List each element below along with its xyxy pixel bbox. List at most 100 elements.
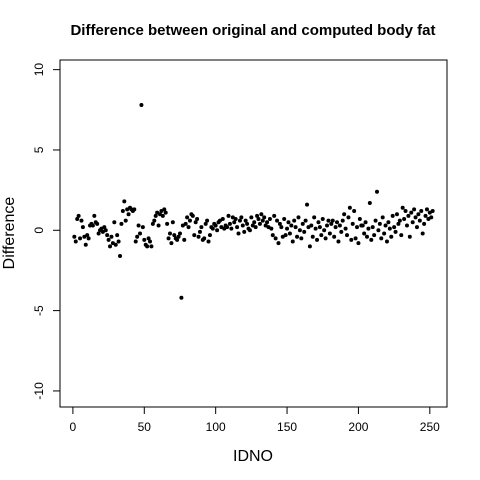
- point: [182, 237, 187, 242]
- point: [382, 231, 387, 236]
- point: [393, 229, 398, 234]
- point: [302, 229, 307, 234]
- point: [313, 226, 318, 231]
- point: [407, 234, 412, 239]
- point: [383, 223, 388, 228]
- point: [249, 215, 254, 220]
- point: [162, 207, 167, 212]
- point: [92, 213, 97, 218]
- point: [233, 217, 238, 222]
- point: [95, 221, 100, 226]
- point: [172, 233, 177, 238]
- point: [297, 228, 302, 233]
- point: [272, 213, 277, 218]
- point: [118, 253, 123, 258]
- point: [397, 218, 402, 223]
- point: [113, 242, 118, 247]
- point: [390, 213, 395, 218]
- point: [269, 226, 274, 231]
- point: [103, 228, 108, 233]
- point: [242, 229, 247, 234]
- point: [120, 209, 125, 214]
- point: [126, 212, 131, 217]
- point: [197, 229, 202, 234]
- point: [384, 239, 389, 244]
- point: [319, 233, 324, 238]
- point: [289, 223, 294, 228]
- point: [136, 223, 141, 228]
- point: [256, 217, 261, 222]
- point: [259, 212, 264, 217]
- point: [277, 221, 282, 226]
- point: [150, 221, 155, 226]
- point: [320, 217, 325, 222]
- point: [225, 225, 230, 230]
- point: [417, 218, 422, 223]
- point: [205, 218, 210, 223]
- point: [243, 218, 248, 223]
- y-tick-label: -5: [32, 305, 46, 316]
- point: [406, 213, 411, 218]
- point: [343, 226, 348, 231]
- point: [237, 218, 242, 223]
- point: [372, 233, 377, 238]
- point: [207, 233, 212, 238]
- point: [265, 220, 270, 225]
- point: [399, 233, 404, 238]
- point: [139, 102, 144, 107]
- point: [376, 228, 381, 233]
- point: [192, 233, 197, 238]
- point: [387, 226, 392, 231]
- point: [412, 207, 417, 212]
- point: [145, 244, 150, 249]
- point: [295, 234, 300, 239]
- point: [105, 233, 110, 238]
- point: [195, 217, 200, 222]
- point: [255, 213, 260, 218]
- x-tick-label: 250: [420, 420, 440, 434]
- point: [116, 239, 121, 244]
- point: [245, 221, 250, 226]
- point: [185, 215, 190, 220]
- x-tick-label: 100: [206, 420, 226, 434]
- point: [80, 225, 85, 230]
- point: [257, 221, 262, 226]
- point: [312, 215, 317, 220]
- point: [102, 225, 107, 230]
- y-tick-label: -10: [32, 382, 46, 400]
- point: [83, 242, 88, 247]
- point: [119, 221, 124, 226]
- point: [286, 220, 291, 225]
- point: [416, 212, 421, 217]
- point: [374, 189, 379, 194]
- point: [78, 236, 83, 241]
- point: [430, 209, 435, 214]
- point: [226, 213, 231, 218]
- point: [352, 209, 357, 214]
- point: [135, 234, 140, 239]
- x-tick-label: 200: [348, 420, 368, 434]
- point: [369, 237, 374, 242]
- point: [290, 239, 295, 244]
- point: [262, 215, 267, 220]
- y-tick-label: 10: [32, 63, 46, 77]
- point: [337, 223, 342, 228]
- point: [236, 231, 241, 236]
- point: [303, 218, 308, 223]
- point: [106, 237, 111, 242]
- point: [402, 217, 407, 222]
- point: [363, 220, 368, 225]
- point: [287, 231, 292, 236]
- point: [414, 225, 419, 230]
- point: [330, 218, 335, 223]
- y-tick-label: 5: [32, 146, 46, 153]
- point: [79, 218, 84, 223]
- point: [424, 207, 429, 212]
- point: [177, 231, 182, 236]
- point: [260, 218, 265, 223]
- x-tick-label: 50: [138, 420, 152, 434]
- point: [183, 221, 188, 226]
- point: [293, 225, 298, 230]
- point: [367, 200, 372, 205]
